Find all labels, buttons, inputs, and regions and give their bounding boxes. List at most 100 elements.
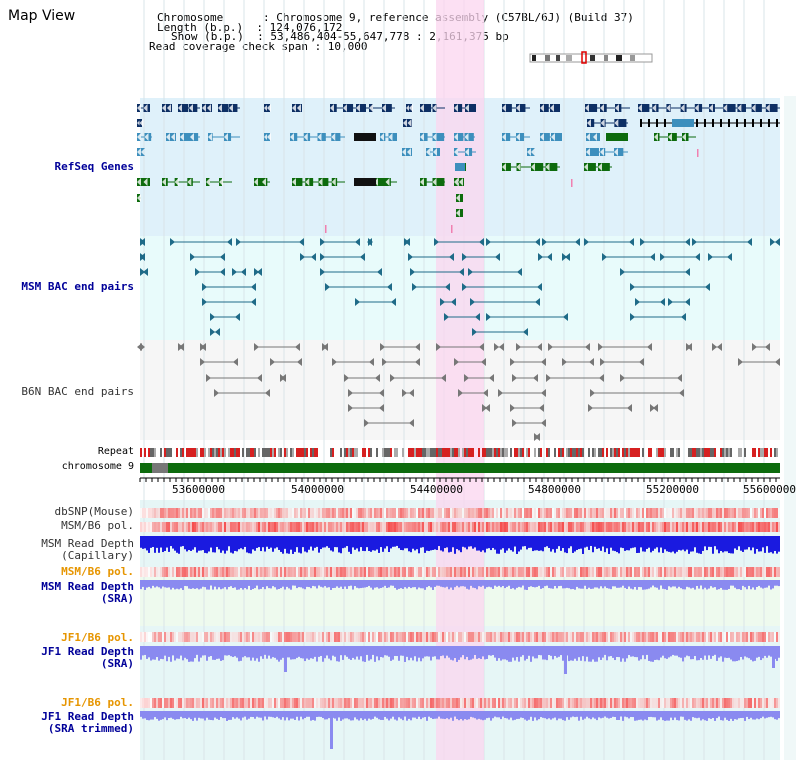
repeat-element bbox=[168, 448, 170, 457]
depth-bin bbox=[210, 711, 212, 720]
polymorphism-bin bbox=[452, 632, 454, 642]
depth-bin bbox=[562, 536, 564, 549]
depth-bin bbox=[156, 711, 158, 719]
depth-bin bbox=[632, 646, 634, 657]
depth-bin bbox=[178, 580, 180, 590]
polymorphism-bin bbox=[636, 632, 638, 642]
bac-end bbox=[391, 298, 396, 306]
polymorphism-bin bbox=[534, 632, 536, 642]
track-label-jf1-pol-2[interactable]: JF1/B6 pol. bbox=[61, 696, 134, 709]
polymorphism-bin bbox=[280, 698, 282, 708]
polymorphism-bin bbox=[280, 522, 282, 532]
depth-bin bbox=[648, 711, 650, 717]
polymorphism-bin bbox=[742, 698, 744, 708]
polymorphism-bin bbox=[372, 632, 374, 642]
depth-bin bbox=[344, 580, 346, 587]
depth-bin bbox=[382, 580, 384, 588]
depth-bin bbox=[606, 536, 608, 549]
depth-bin bbox=[588, 580, 590, 588]
bac-end bbox=[410, 268, 415, 276]
depth-bin bbox=[236, 711, 238, 718]
depth-bin bbox=[532, 711, 534, 721]
depth-bin bbox=[334, 536, 336, 548]
repeat-element bbox=[678, 448, 680, 457]
polymorphism-bin bbox=[758, 632, 760, 642]
polymorphism-bin bbox=[490, 508, 492, 518]
polymorphism-bin bbox=[256, 522, 258, 532]
refseq-gene-glyphs[interactable] bbox=[137, 104, 780, 233]
polymorphism-bin bbox=[442, 508, 444, 518]
polymorphism-bin bbox=[164, 567, 166, 577]
depth-bin bbox=[146, 646, 148, 659]
repeat-element bbox=[438, 448, 440, 457]
depth-bin bbox=[376, 646, 378, 657]
bac-end bbox=[585, 343, 590, 351]
track-label-msm-bac[interactable]: MSM BAC end pairs bbox=[21, 280, 134, 293]
track-label-b6n-bac[interactable]: B6N BAC end pairs bbox=[21, 385, 134, 398]
depth-bin bbox=[642, 580, 644, 590]
depth-bin bbox=[596, 580, 598, 588]
polymorphism-bin bbox=[198, 508, 200, 518]
track-label-msm-pol[interactable]: MSM/B6 pol. bbox=[61, 519, 134, 532]
depth-bin bbox=[778, 646, 780, 658]
gene-exon bbox=[137, 178, 150, 186]
msm-bac-glyphs[interactable] bbox=[140, 238, 780, 336]
track-label-msm-pol-sra[interactable]: MSM/B6 pol. bbox=[61, 565, 134, 578]
polymorphism-bin bbox=[320, 508, 322, 518]
polymorphism-bin bbox=[456, 698, 458, 708]
polymorphism-bin bbox=[652, 508, 654, 518]
polymorphism-bin bbox=[300, 522, 302, 532]
depth-bin bbox=[560, 646, 562, 656]
b6n-bac-glyphs[interactable] bbox=[137, 343, 780, 441]
polymorphism-bin bbox=[654, 522, 656, 532]
polymorphism-bin bbox=[730, 567, 732, 577]
polymorphism-bin bbox=[736, 508, 738, 518]
depth-bin bbox=[406, 536, 408, 549]
polymorphism-bin bbox=[774, 698, 776, 708]
track-label-msm-depth-cap[interactable]: MSM Read Depth bbox=[41, 537, 134, 550]
polymorphism-bin bbox=[626, 522, 628, 532]
polymorphism-tracks[interactable] bbox=[140, 508, 780, 708]
track-label-jf1-pol[interactable]: JF1/B6 pol. bbox=[61, 631, 134, 644]
track-label-msm-depth-sra[interactable]: MSM Read Depth bbox=[41, 580, 134, 593]
polymorphism-bin bbox=[508, 632, 510, 642]
depth-bin bbox=[434, 536, 436, 550]
read-depth-tracks[interactable] bbox=[140, 536, 780, 749]
bac-end bbox=[295, 343, 300, 351]
polymorphism-bin bbox=[518, 632, 520, 642]
track-label-dbsnp[interactable]: dbSNP(Mouse) bbox=[54, 505, 134, 518]
strand-arrow bbox=[407, 119, 412, 127]
bac-end bbox=[235, 313, 240, 321]
depth-bin bbox=[400, 711, 402, 719]
depth-bin bbox=[728, 646, 730, 658]
depth-bin bbox=[458, 646, 460, 660]
polymorphism-bin bbox=[504, 632, 506, 642]
polymorphism-bin bbox=[288, 567, 290, 577]
track-label-jf1-trim[interactable]: JF1 Read Depth bbox=[41, 710, 134, 723]
track-label-jf1-depth[interactable]: JF1 Read Depth bbox=[41, 645, 134, 658]
polymorphism-bin bbox=[270, 522, 272, 532]
chromosome-bar[interactable] bbox=[140, 463, 780, 473]
depth-bin bbox=[564, 580, 566, 589]
bac-end bbox=[640, 238, 645, 246]
depth-bin bbox=[534, 580, 536, 588]
track-label-refseq[interactable]: RefSeq Genes bbox=[54, 160, 134, 173]
depth-bin bbox=[238, 580, 240, 590]
polymorphism-bin bbox=[382, 698, 384, 708]
strand-arrow bbox=[382, 104, 386, 112]
depth-bin bbox=[538, 711, 540, 720]
repeat-element bbox=[140, 448, 142, 457]
repeat-element bbox=[570, 448, 572, 457]
repeat-track[interactable] bbox=[140, 448, 778, 457]
repeat-element bbox=[576, 448, 578, 457]
polymorphism-bin bbox=[644, 698, 646, 708]
polymorphism-bin bbox=[202, 632, 204, 642]
chromosome-ideogram[interactable] bbox=[529, 51, 653, 64]
bac-end bbox=[472, 328, 477, 336]
depth-bin bbox=[732, 646, 734, 662]
repeat-element bbox=[504, 448, 506, 457]
depth-bin bbox=[260, 580, 262, 589]
polymorphism-bin bbox=[176, 522, 178, 532]
polymorphism-bin bbox=[588, 632, 590, 642]
